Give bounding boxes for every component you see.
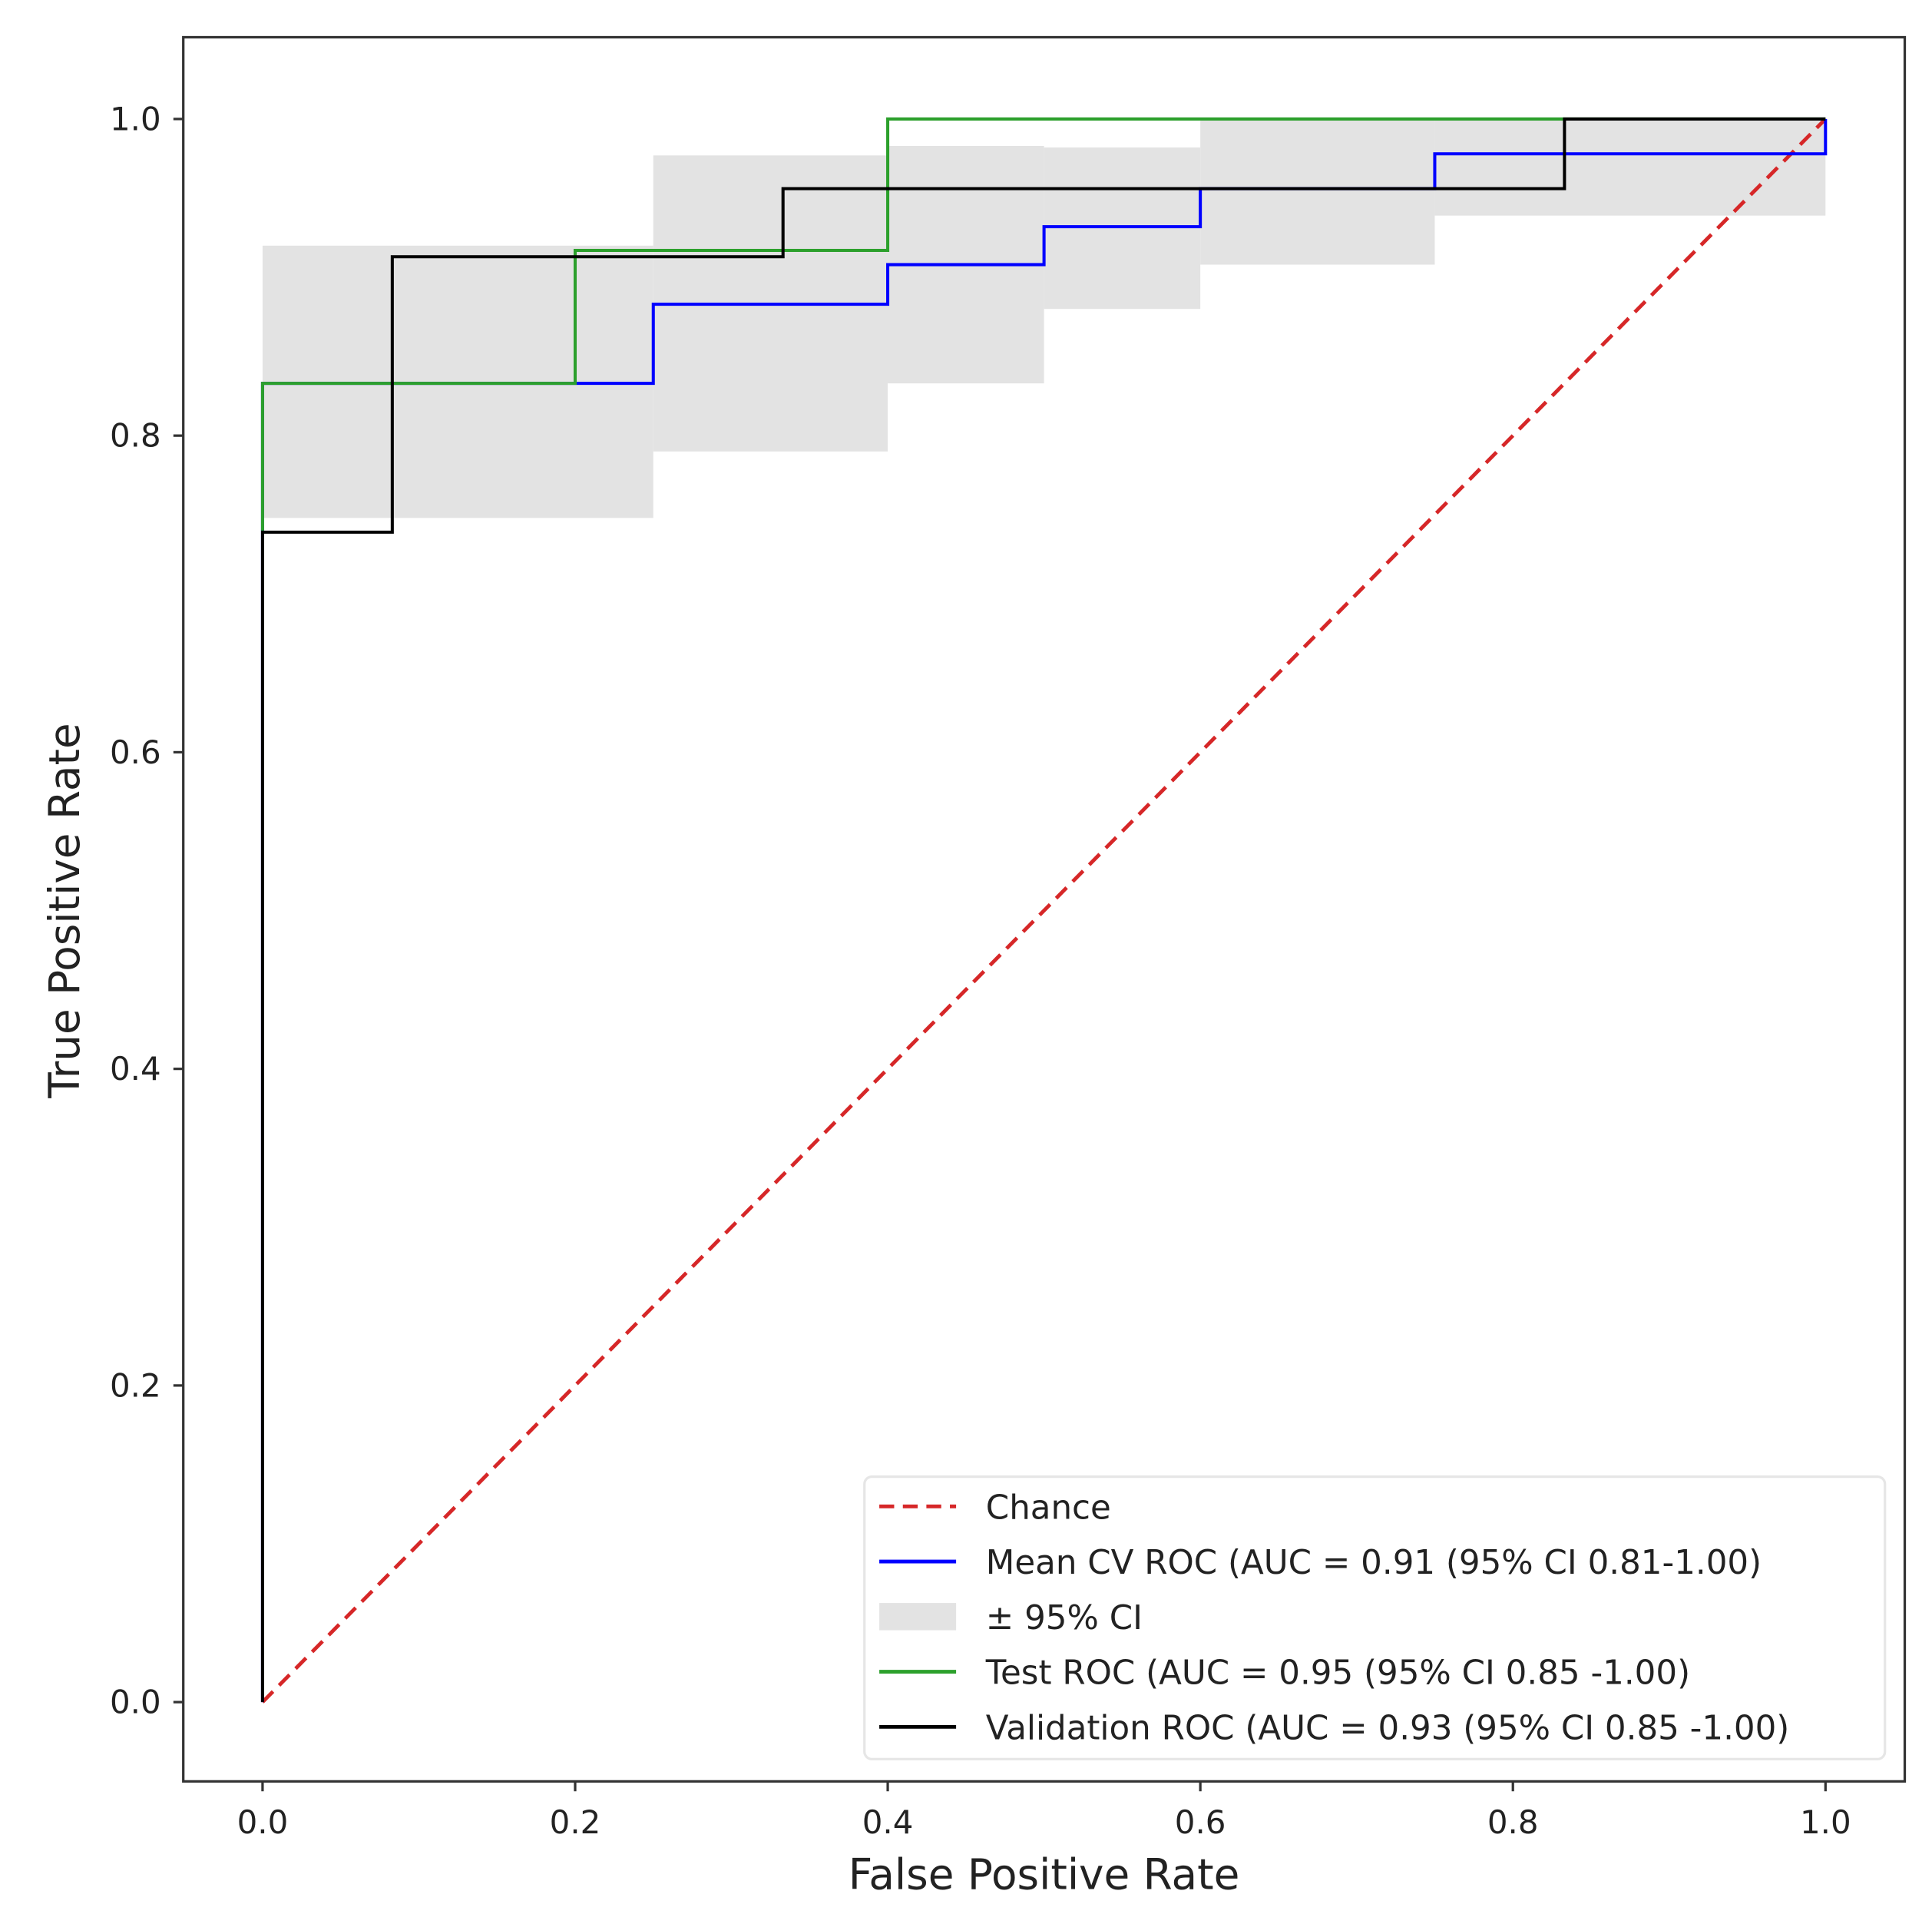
ci-band	[262, 118, 1826, 518]
legend-label: ± 95% CI	[986, 1599, 1143, 1637]
y-tick-label: 0.8	[110, 417, 161, 455]
series-line-validation	[260, 117, 1826, 1703]
ci-band-segment	[262, 245, 653, 518]
y-tick-label: 0.2	[110, 1366, 161, 1404]
legend-label: Chance	[986, 1488, 1111, 1527]
x-tick-label: 1.0	[1800, 1803, 1851, 1841]
x-ticks: 0.0 0.2 0.4 0.6 0.8 1.0	[237, 1781, 1851, 1841]
y-tick-label: 0.6	[110, 733, 161, 771]
legend-label: Test ROC (AUC = 0.95 (95% CI 0.85 -1.00)	[985, 1654, 1690, 1693]
x-tick-label: 0.4	[862, 1803, 914, 1841]
series-lines	[260, 117, 1828, 1704]
legend-swatch	[879, 1603, 957, 1631]
x-tick-label: 0.6	[1175, 1803, 1226, 1841]
plot-frame	[182, 35, 1907, 1783]
x-tick-label: 0.2	[550, 1803, 601, 1841]
y-tick-label: 0.4	[110, 1050, 161, 1088]
series-line-chance	[261, 118, 1828, 1704]
series-line-mean-cv	[260, 118, 1828, 1703]
legend-label: Mean CV ROC (AUC = 0.91 (95% CI 0.81-1.0…	[986, 1544, 1762, 1582]
series-line-test	[260, 117, 1826, 531]
legend: Chance Mean CV ROC (AUC = 0.91 (95% CI 0.…	[863, 1475, 1887, 1760]
y-axis-label: True Positive Rate	[40, 723, 89, 1098]
y-ticks: 0.0 0.2 0.4 0.6 0.8 1.0	[110, 100, 184, 1721]
legend-box	[863, 1475, 1887, 1760]
ci-band-segment	[1044, 147, 1201, 310]
ci-band-segment	[1434, 118, 1826, 216]
legend-label: Validation ROC (AUC = 0.93 (95% CI 0.85 …	[986, 1709, 1790, 1747]
x-tick-label: 0.0	[237, 1803, 289, 1841]
x-tick-label: 0.8	[1487, 1803, 1539, 1841]
ci-band-segment	[1200, 118, 1435, 265]
y-tick-label: 0.0	[110, 1684, 161, 1721]
x-axis-label: False Positive Rate	[849, 1850, 1240, 1899]
y-tick-label: 1.0	[110, 100, 161, 137]
